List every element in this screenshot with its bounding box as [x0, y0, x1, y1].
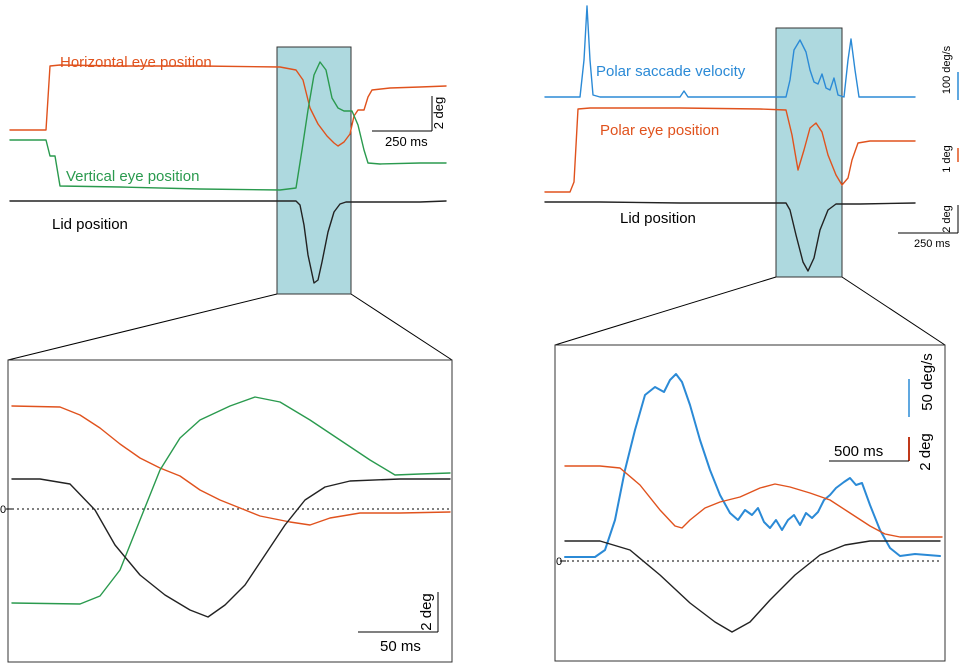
lid-position-trace-top-left — [9, 200, 447, 284]
bottom-right-zoom-panel: 0 50 deg/s 2 deg 500 ms — [554, 344, 946, 662]
polar-saccade-velocity-trace — [544, 5, 916, 98]
zoom-velocity-trace — [564, 373, 941, 558]
zoom-frame-right — [554, 344, 946, 662]
zoom-polar-trace — [564, 465, 943, 538]
position-scale-label: 1 deg — [941, 145, 953, 173]
horizontal-eye-position-trace — [9, 64, 447, 147]
polar-eye-position-trace — [544, 107, 916, 193]
horizontal-eye-position-label: Horizontal eye position — [60, 54, 212, 71]
polar-eye-position-label: Polar eye position — [600, 122, 719, 139]
zoom-horizontal-trace — [11, 405, 451, 526]
zoom-time-scale-label: 50 ms — [380, 638, 421, 655]
vertical-eye-position-label: Vertical eye position — [66, 168, 199, 185]
zoom-time-scale-label-right: 500 ms — [834, 443, 883, 460]
lid-position-label: Lid position — [52, 216, 128, 233]
top-right-panel: Polar saccade velocity Polar eye positio… — [544, 5, 959, 278]
velocity-scale-label: 100 deg/s — [941, 45, 953, 94]
zoom-velocity-scale-label: 50 deg/s — [919, 353, 936, 411]
zoom-connector-left-right — [554, 276, 777, 346]
lid-position-label-right: Lid position — [620, 210, 696, 227]
amplitude-scale-label: 2 deg — [431, 97, 446, 130]
zoom-vertical-trace — [11, 396, 451, 605]
zoom-lid-trace — [11, 478, 451, 618]
bottom-left-zoom-panel: 0 2 deg 50 ms — [0, 359, 453, 663]
zoom-amplitude-scale-label: 2 deg — [418, 593, 435, 631]
vertical-eye-position-trace — [9, 61, 447, 191]
highlight-window — [276, 46, 352, 295]
zoom-connector-right — [350, 293, 453, 361]
zoom-frame — [7, 359, 453, 663]
highlight-window-right — [775, 27, 843, 278]
zoom-connector-left — [7, 293, 278, 361]
top-left-panel: Horizontal eye position Vertical eye pos… — [9, 46, 447, 295]
zoom-lid-trace-right — [564, 540, 941, 633]
lid-position-trace-top-right — [544, 201, 916, 272]
zero-label: 0 — [0, 504, 6, 516]
time-scale-label-right: 250 ms — [914, 238, 951, 250]
zoom-amplitude-scale-label-right: 2 deg — [917, 433, 934, 471]
time-scale-label: 250 ms — [385, 134, 428, 149]
polar-saccade-velocity-label: Polar saccade velocity — [596, 63, 746, 80]
zoom-connector-right-right — [841, 276, 946, 346]
lid-scale-label: 2 deg — [941, 205, 953, 233]
zero-label-right: 0 — [556, 556, 562, 568]
